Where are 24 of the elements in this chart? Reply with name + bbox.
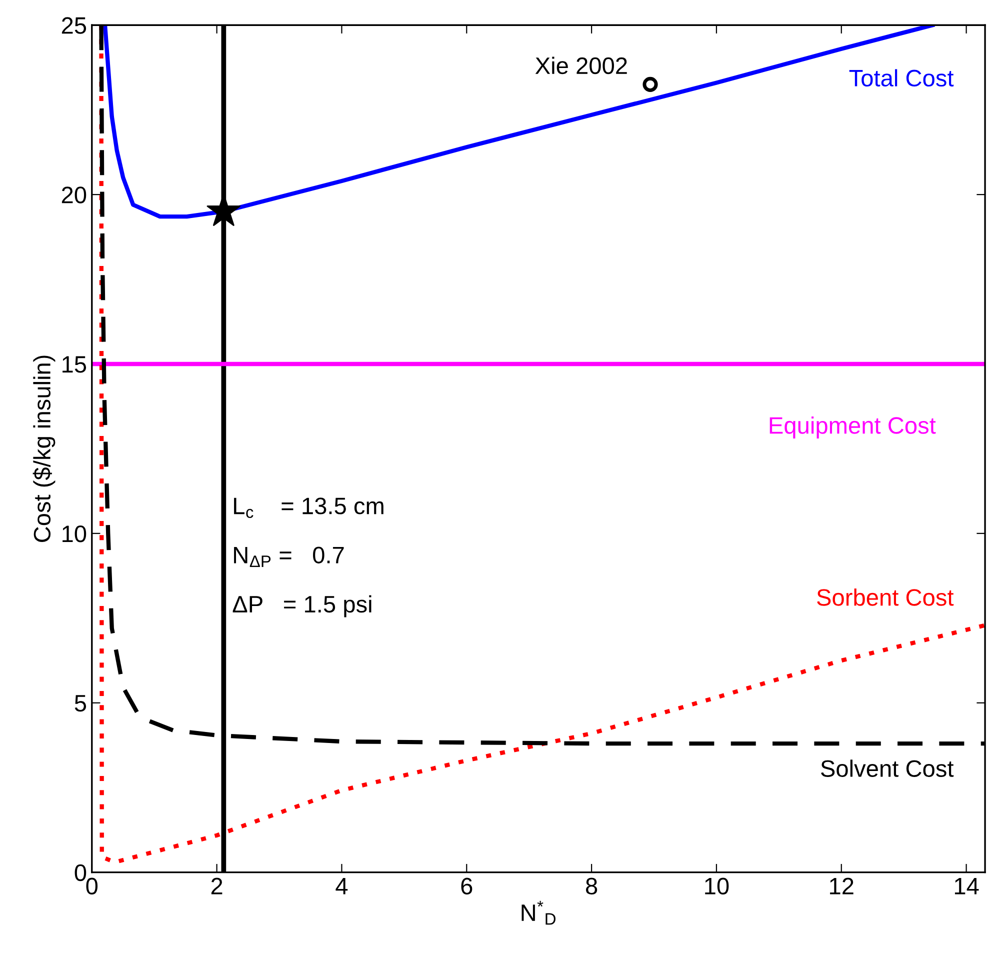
x-tick-label: 2 [211,878,222,894]
series-label: Sorbent Cost [817,588,954,606]
x-axis-title: N$^{*}$$_{D}$ [522,900,556,925]
text: L$_{c}$ = 13.5 cm [234,498,384,518]
x-tick-label: 12 [830,878,854,894]
y-tick-label: 5 [74,695,86,712]
y-tick-label: 20 [62,186,86,204]
x-tick-label: 14 [954,878,979,894]
y-tick-label: 10 [62,525,86,542]
x-tick-label: 4 [336,878,348,894]
series-label: Solvent Cost [820,760,954,777]
y-tick-label: 15 [62,356,86,373]
x-tick-label: 8 [586,878,598,894]
y-tick-label: 25 [62,17,86,34]
x-tick-label: 10 [705,878,729,894]
series-label: Total Cost [849,69,954,87]
x-tick-label: 6 [461,878,472,894]
annotation: Xie 2002 [535,56,627,74]
text: Equipment Cost [770,416,936,439]
y-tick-label: 0 [74,864,86,882]
annotation: ΔP = 1.5 psi [232,595,372,618]
x-tick-label: 0 [86,878,98,894]
annotation: N$_{ΔP}$ = 0.7 [234,546,344,567]
y-axis-title: Cost ($/kg insulin) [32,356,56,542]
